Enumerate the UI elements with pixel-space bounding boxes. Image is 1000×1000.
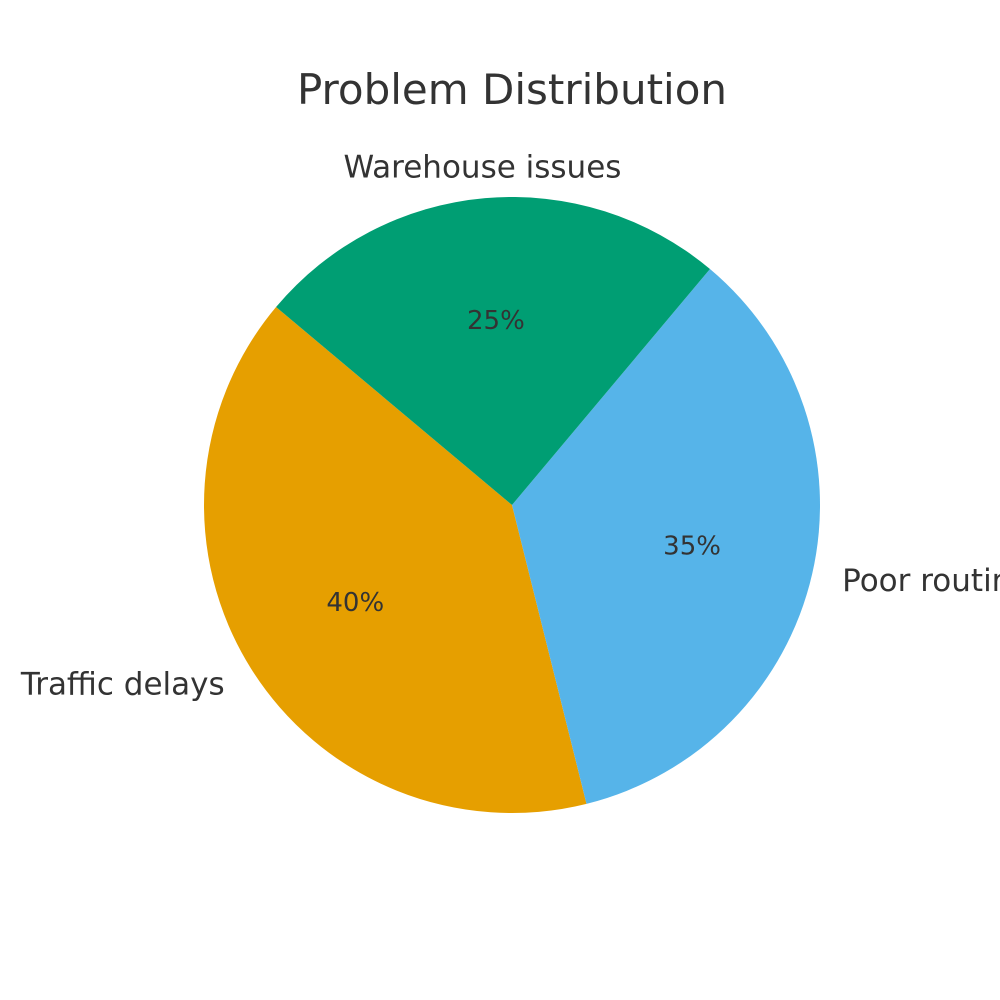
chart-title: Problem Distribution xyxy=(297,65,727,114)
pie-slice-traffic-delays xyxy=(203,307,587,814)
pie-slice-warehouse-issues xyxy=(276,196,710,505)
pie-slice-poor-routing xyxy=(512,269,821,804)
slice-label-warehouse-issues: Warehouse issues xyxy=(344,149,622,185)
slice-label-traffic-delays: Traffic delays xyxy=(20,667,225,703)
slice-label-poor-routing: Poor routing xyxy=(842,563,1000,599)
pie-slices xyxy=(203,196,821,814)
pct-label-poor-routing: 35% xyxy=(663,532,721,562)
pie-labels: Traffic delays 40% Poor routing 35% Warehous… xyxy=(20,149,1000,702)
pct-label-warehouse-issues: 25% xyxy=(467,306,525,336)
pct-label-traffic-delays: 40% xyxy=(326,588,384,618)
